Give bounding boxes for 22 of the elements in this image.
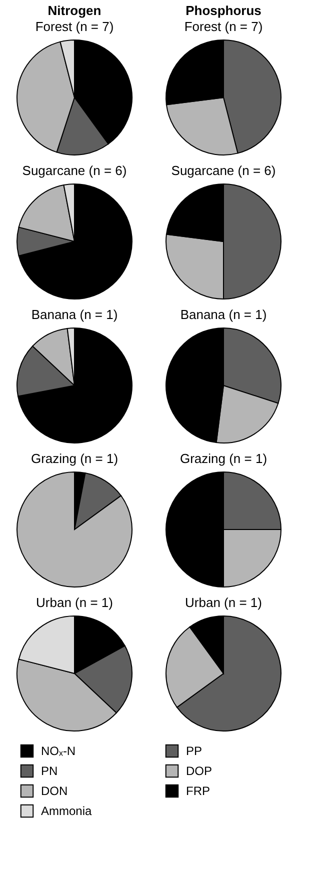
legend-label: Ammonia (41, 804, 92, 818)
chart-title: Sugarcane (n = 6) (171, 163, 276, 178)
legend-label: PP (186, 744, 202, 758)
legend-label: DOP (186, 764, 212, 778)
chart-title: Banana (n = 1) (180, 307, 267, 322)
chart-title: Phosphorus (186, 3, 262, 18)
chart-title: Nitrogen (48, 3, 102, 18)
legend-label: PN (41, 764, 58, 778)
chart-title: Grazing (n = 1) (30, 451, 118, 466)
pie-slice (18, 184, 132, 300)
legend-label: FRP (186, 784, 210, 798)
chart-subtitle: Forest (n = 7) (35, 19, 114, 34)
chart-title: Banana (n = 1) (31, 307, 118, 322)
pie-slice (18, 328, 132, 444)
chart-title: Urban (n = 1) (185, 595, 262, 610)
pie-slice (16, 472, 132, 588)
chart-subtitle: Forest (n = 7) (184, 19, 263, 34)
chart-title: Sugarcane (n = 6) (22, 163, 127, 178)
legend-label: NOₓ-N (41, 744, 76, 758)
legend-label: DON (41, 784, 68, 798)
chart-title: Grazing (n = 1) (180, 451, 268, 466)
chart-title: Urban (n = 1) (36, 595, 113, 610)
